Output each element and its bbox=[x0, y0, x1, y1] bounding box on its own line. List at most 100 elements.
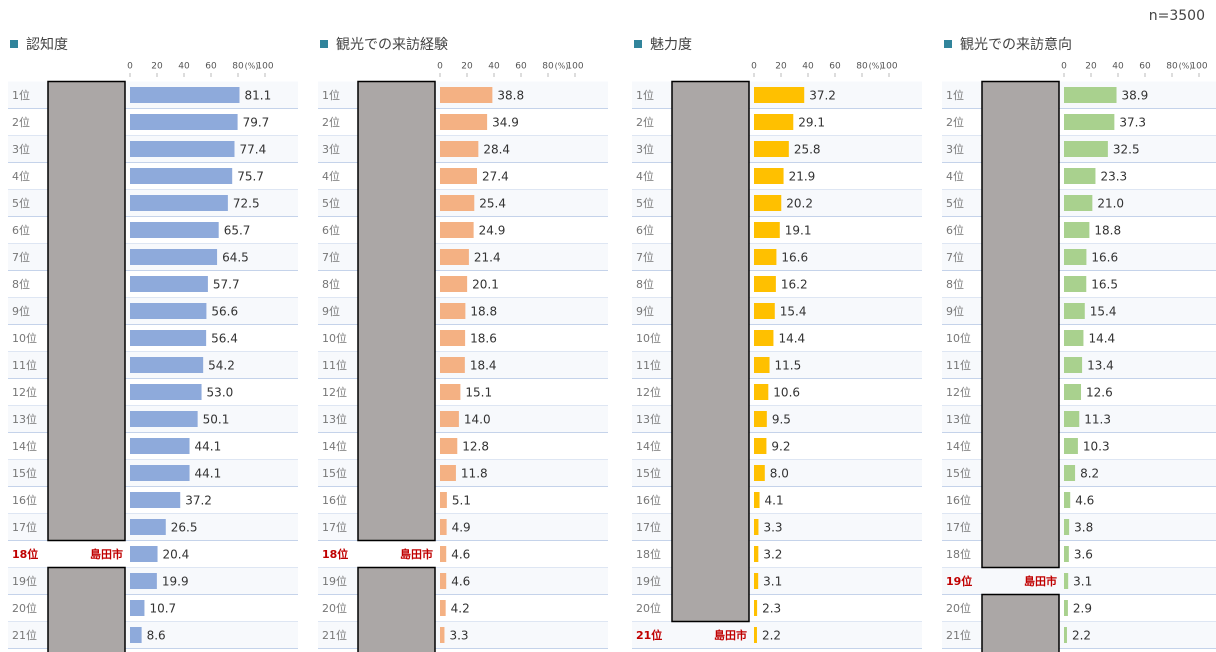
x-tick-label: 20 bbox=[151, 62, 163, 72]
rank-label: 15位 bbox=[12, 466, 37, 480]
rank-label: 14位 bbox=[322, 439, 347, 453]
x-tick-label: 100 bbox=[566, 62, 583, 72]
bar bbox=[1064, 249, 1087, 265]
rank-label: 16位 bbox=[946, 493, 971, 507]
redacted-box bbox=[357, 566, 436, 652]
bar bbox=[1064, 357, 1083, 373]
rank-label: 17位 bbox=[322, 520, 347, 534]
value-label: 18.4 bbox=[470, 359, 497, 373]
value-label: 50.1 bbox=[203, 413, 230, 427]
bar bbox=[130, 222, 219, 238]
x-tick-label: 60 bbox=[515, 62, 527, 72]
value-label: 2.2 bbox=[1072, 629, 1091, 643]
rank-label: 9位 bbox=[636, 304, 654, 318]
value-label: 4.6 bbox=[451, 548, 470, 562]
rank-label: 20位 bbox=[322, 601, 347, 615]
bar bbox=[130, 195, 228, 211]
redacted-box bbox=[671, 80, 750, 623]
rank-label: 10位 bbox=[636, 331, 661, 345]
value-label: 8.6 bbox=[147, 629, 166, 643]
value-label: 65.7 bbox=[224, 224, 251, 238]
bar bbox=[440, 519, 447, 535]
rank-label: 20位 bbox=[946, 601, 971, 615]
bar bbox=[1064, 600, 1068, 616]
rank-label: 10位 bbox=[12, 331, 37, 345]
value-label: 16.5 bbox=[1091, 278, 1118, 292]
rank-label: 2位 bbox=[322, 115, 340, 129]
value-label: 38.9 bbox=[1122, 89, 1149, 103]
value-label: 4.6 bbox=[451, 575, 470, 589]
x-tick-label: 80 bbox=[1166, 62, 1178, 72]
bar bbox=[130, 465, 190, 481]
rank-label: 7位 bbox=[946, 250, 964, 264]
rank-label: 6位 bbox=[322, 223, 340, 237]
value-label: 2.9 bbox=[1073, 602, 1092, 616]
rank-label: 18位 bbox=[636, 547, 661, 561]
bar bbox=[1064, 303, 1085, 319]
value-label: 3.3 bbox=[449, 629, 468, 643]
bar bbox=[440, 465, 456, 481]
bar bbox=[754, 627, 757, 643]
bar bbox=[440, 303, 466, 319]
bar bbox=[440, 411, 459, 427]
bar bbox=[440, 357, 465, 373]
value-label: 15.1 bbox=[465, 386, 492, 400]
bar bbox=[440, 114, 488, 130]
title-marker bbox=[10, 40, 18, 48]
value-label: 72.5 bbox=[233, 197, 260, 211]
bar bbox=[754, 573, 759, 589]
bar bbox=[440, 627, 445, 643]
rank-label: 9位 bbox=[12, 304, 30, 318]
bar bbox=[130, 249, 218, 265]
rank-label: 2位 bbox=[12, 115, 30, 129]
rank-label: 3位 bbox=[946, 142, 964, 156]
bar bbox=[130, 384, 202, 400]
rank-label: 18位 bbox=[946, 547, 971, 561]
bar bbox=[754, 411, 767, 427]
bar bbox=[754, 249, 777, 265]
x-tick-label: 60 bbox=[829, 62, 841, 72]
bar bbox=[754, 114, 794, 130]
rank-label: 10位 bbox=[322, 331, 347, 345]
rank-label: 11位 bbox=[636, 358, 661, 372]
redacted-box bbox=[357, 80, 436, 542]
value-label: 38.8 bbox=[497, 89, 524, 103]
value-label: 4.9 bbox=[452, 521, 471, 535]
bar bbox=[130, 519, 166, 535]
value-label: 14.0 bbox=[464, 413, 491, 427]
bar bbox=[754, 384, 769, 400]
rank-label: 19位 bbox=[322, 574, 347, 588]
value-label: 4.6 bbox=[1075, 494, 1094, 508]
bar bbox=[1064, 168, 1096, 184]
rank-label: 14位 bbox=[946, 439, 971, 453]
bar bbox=[440, 492, 447, 508]
value-label: 8.2 bbox=[1080, 467, 1099, 481]
bar bbox=[130, 411, 198, 427]
value-label: 10.3 bbox=[1083, 440, 1110, 454]
bar bbox=[130, 357, 204, 373]
rank-label: 1位 bbox=[12, 88, 30, 102]
bar bbox=[130, 627, 142, 643]
value-label: 12.8 bbox=[462, 440, 489, 454]
x-tick-label: 80 bbox=[232, 62, 244, 72]
value-label: 16.6 bbox=[1091, 251, 1118, 265]
bar bbox=[440, 141, 479, 157]
value-label: 11.5 bbox=[775, 359, 802, 373]
rank-label: 9位 bbox=[946, 304, 964, 318]
x-tick-label: 20 bbox=[461, 62, 473, 72]
value-label: 14.4 bbox=[1088, 332, 1115, 346]
rank-label: 12位 bbox=[946, 385, 971, 399]
rank-label: 1位 bbox=[322, 88, 340, 102]
value-label: 9.2 bbox=[771, 440, 790, 454]
rank-label: 7位 bbox=[12, 250, 30, 264]
rank-label: 11位 bbox=[12, 358, 37, 372]
x-tick-label: 60 bbox=[205, 62, 217, 72]
bar bbox=[1064, 276, 1087, 292]
rank-label: 5位 bbox=[946, 196, 964, 210]
value-label: 9.5 bbox=[772, 413, 791, 427]
x-tick-label: 40 bbox=[488, 62, 500, 72]
bar bbox=[130, 276, 208, 292]
chart-title: 魅力度 bbox=[650, 37, 692, 53]
bar bbox=[130, 303, 207, 319]
rank-label: 21位 bbox=[636, 628, 662, 642]
